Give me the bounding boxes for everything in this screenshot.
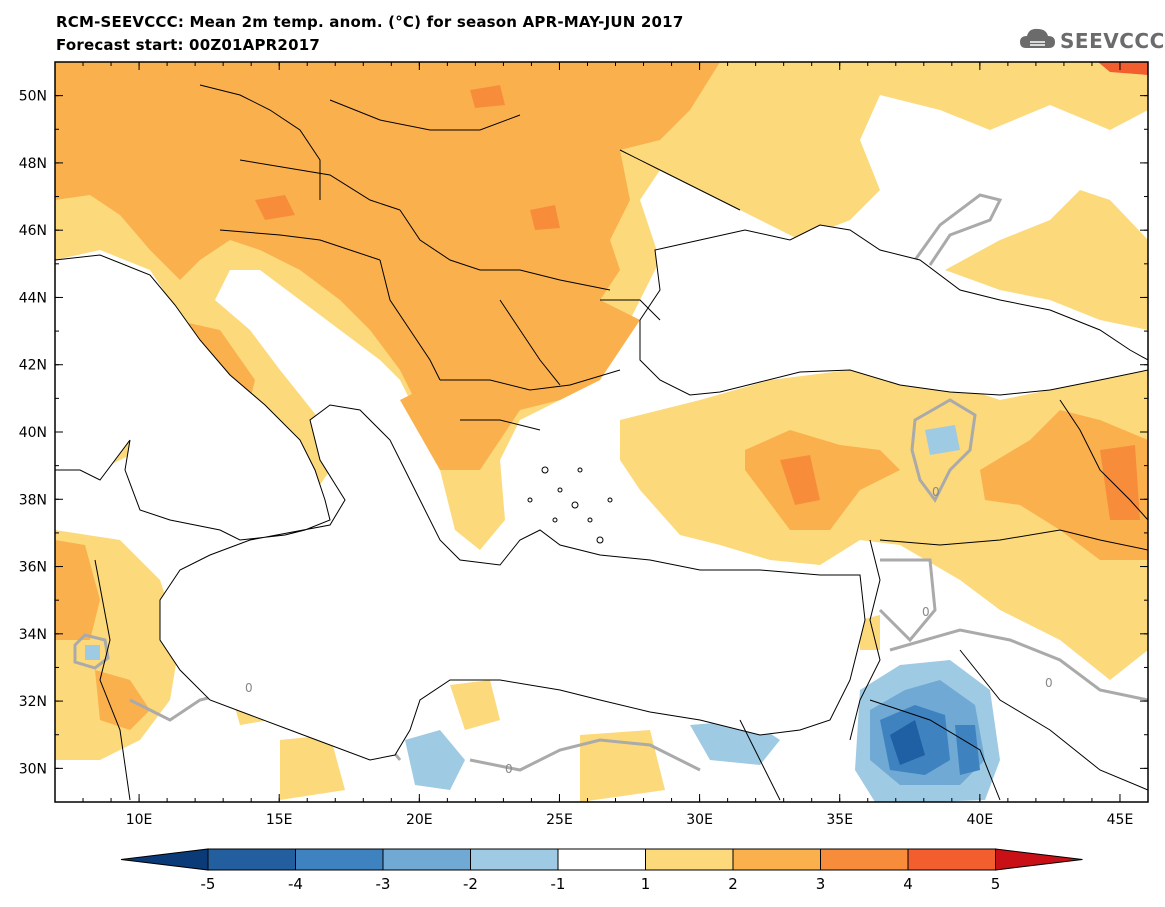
lat-tick-label: 48N: [19, 156, 47, 172]
colorbar-label: 3: [816, 875, 826, 893]
colorbar-segment: [382, 848, 471, 871]
zero-contour-tunisia: [73, 633, 110, 670]
zero-contour-anatolia: [910, 398, 977, 503]
colorbar-label: -3: [376, 875, 391, 893]
colorbar-segment: [732, 848, 821, 871]
anomaly-4-5-areas: [1098, 62, 1148, 75]
zero-contour-africa-2: [469, 738, 701, 772]
latitude-axis: 30N 32N 34N 36N 38N 40N 42N 44N 46N 48N 50N: [19, 61, 1148, 803]
lon-tick-label: 30E: [686, 812, 713, 828]
anomaly-spot-2: [530, 205, 560, 230]
cloud-icon: [1020, 28, 1055, 48]
contour-label: 0: [922, 605, 930, 619]
anomaly-spot-1: [255, 195, 295, 220]
colorbar-label: 5: [991, 875, 1001, 893]
anomaly-region-north-africa-2: [55, 540, 100, 640]
zero-contour-mideast: [889, 628, 1148, 702]
lon-tick-label: 15E: [266, 812, 293, 828]
black-sea: [639, 224, 1148, 396]
colorbar-segment: [207, 848, 296, 871]
lat-tick-label: 40N: [19, 425, 47, 441]
zero-contour-levant: [878, 558, 937, 643]
contour-label: 0: [932, 485, 940, 499]
anomaly-spot-5: [1100, 445, 1140, 520]
lat-tick-label: 38N: [19, 492, 47, 508]
lat-tick-label: 46N: [19, 223, 47, 239]
lon-tick-label: 10E: [126, 812, 153, 828]
contour-label: 0: [1045, 676, 1053, 690]
contour-labels: 0 0 0 0 0: [245, 485, 1053, 776]
colorbar-segment: [295, 848, 384, 871]
zero-contour-caucasus: [913, 193, 1003, 266]
anomaly-region-central-europe: [55, 62, 720, 470]
anomaly-region-tunisia-2: [95, 670, 150, 730]
colorbar: -5 -4 -3 -2 -1 1 2 3 4 5: [120, 848, 1083, 893]
colorbar-label: -4: [288, 875, 303, 893]
anomaly-region-caucasus: [945, 190, 1148, 330]
anomaly-field: [55, 62, 1148, 802]
lat-tick-label: 42N: [19, 358, 47, 374]
anomaly-minus-4-5-areas: [890, 720, 925, 765]
anomaly-region-libya-2: [280, 735, 345, 800]
lon-tick-label: 45E: [1107, 812, 1134, 828]
colorbar-min-triangle: [120, 848, 209, 871]
contour-label: 0: [245, 681, 253, 695]
colorbar-segment: [557, 848, 646, 871]
anomaly-spot-4: [780, 455, 820, 505]
colorbar-label: -5: [201, 875, 216, 893]
lon-tick-label: 25E: [546, 812, 573, 828]
anomaly-spot-red-1: [1098, 62, 1148, 75]
colorbar-max-triangle: [995, 848, 1083, 871]
anomaly-2-3-areas: [55, 62, 1148, 730]
anomaly-region-anatolia-2: [745, 430, 900, 530]
lat-tick-label: 36N: [19, 560, 47, 576]
colorbar-segment: [820, 848, 909, 871]
anomaly-3-4-areas: [255, 85, 1140, 520]
map-title: RCM-SEEVCCC: Mean 2m temp. anom. (°C) fo…: [56, 13, 684, 31]
colorbar-label: 1: [641, 875, 651, 893]
anomaly-cold-turkey: [925, 425, 960, 455]
anomaly-cold-tunisia: [85, 645, 100, 660]
anomaly-region-balkan: [400, 380, 500, 470]
lat-tick-label: 32N: [19, 694, 47, 710]
colorbar-label: -1: [551, 875, 566, 893]
logo: [1020, 28, 1055, 48]
forecast-start-label: Forecast start: 00Z01APR2017: [56, 36, 320, 54]
lat-tick-label: 50N: [19, 89, 47, 105]
anomaly-spot-3: [470, 85, 505, 108]
logo-text: SEEVCCC: [1060, 29, 1165, 53]
colorbar-label: 4: [903, 875, 913, 893]
lat-tick-label: 44N: [19, 290, 47, 306]
aegean-islands: [527, 466, 613, 544]
anomaly-region-east-turkey: [980, 410, 1148, 560]
anomaly-cold-jordan-4: [955, 725, 980, 775]
anomaly-cold-core: [890, 720, 925, 765]
colorbar-label: 2: [728, 875, 738, 893]
country-borders: [94, 84, 1148, 801]
lat-tick-label: 34N: [19, 627, 47, 643]
colorbar-label: -2: [463, 875, 478, 893]
anomaly-region-libya-1: [450, 680, 500, 730]
lon-tick-label: 40E: [967, 812, 994, 828]
contour-label: 0: [505, 762, 513, 776]
anomaly-cold-libya: [405, 730, 465, 790]
anomaly-region-egypt: [580, 730, 665, 802]
colorbar-segment: [907, 848, 996, 871]
colorbar-segment: [470, 848, 559, 871]
longitude-axis: 10E 15E 20E 25E 30E 35E 40E 45E: [54, 62, 1149, 828]
mediterranean-sea: [55, 254, 866, 761]
lon-tick-label: 35E: [826, 812, 853, 828]
lat-tick-label: 30N: [19, 761, 47, 777]
colorbar-segment: [645, 848, 734, 871]
lon-tick-label: 20E: [406, 812, 433, 828]
